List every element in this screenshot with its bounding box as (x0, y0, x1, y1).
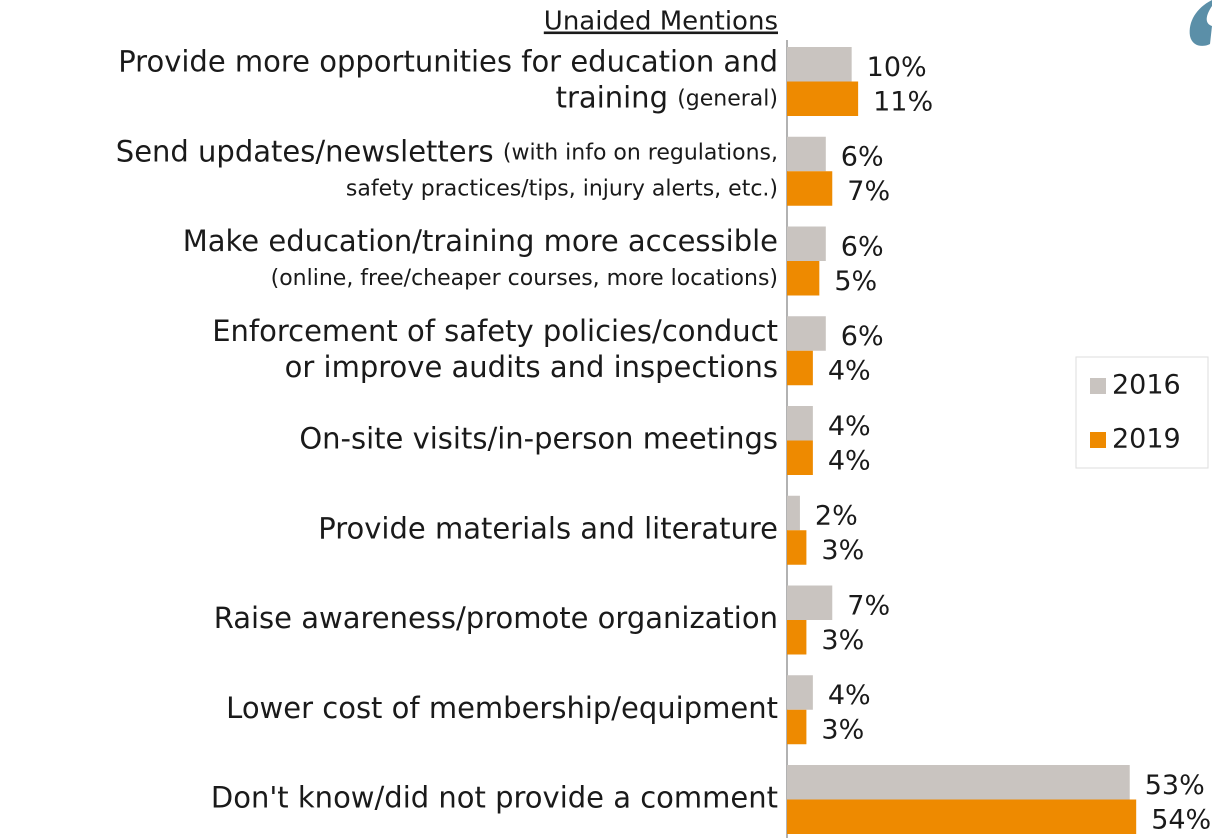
legend-label: 2016 (1112, 370, 1181, 401)
category-label: On-site visits/in-person meetings (299, 422, 778, 456)
bar (787, 171, 833, 206)
value-label: 2% (815, 501, 858, 532)
value-label: 5% (834, 266, 877, 297)
category-label: Make education/training more accessible (183, 224, 778, 258)
category-label: Enforcement of safety policies/conduct (212, 314, 778, 348)
category-label: Provide more opportunities for education… (118, 45, 778, 79)
bar (787, 765, 1130, 800)
value-label: 7% (847, 590, 890, 621)
bar (787, 226, 826, 261)
category-label: Send updates/newsletters (with info on r… (116, 134, 778, 168)
value-label: 4% (828, 445, 871, 476)
value-label: 54% (1151, 804, 1211, 835)
value-label: 3% (821, 715, 864, 746)
bar (787, 261, 820, 296)
bar (787, 406, 813, 441)
bar (787, 136, 826, 172)
bar (787, 675, 813, 710)
bar (787, 799, 1137, 834)
bar (787, 81, 859, 116)
chart-title: Unaided Mentions (544, 7, 778, 37)
value-label: 4% (828, 356, 871, 387)
legend-box (1075, 356, 1209, 469)
value-label: 10% (867, 52, 927, 83)
value-label: 4% (828, 411, 871, 442)
value-label: 6% (841, 142, 884, 173)
category-label: or improve audits and inspections (285, 350, 778, 384)
bar (787, 709, 807, 745)
legend-label: 2019 (1112, 424, 1181, 455)
category-label: Lower cost of membership/equipment (226, 691, 778, 725)
bar (787, 530, 807, 565)
category-label: training (general) (556, 81, 778, 115)
bar (787, 316, 826, 351)
category-label: (online, free/cheaper courses, more loca… (271, 266, 778, 291)
value-label: 11% (873, 86, 933, 117)
bar (787, 440, 813, 475)
value-label: 7% (847, 176, 890, 207)
value-label: 3% (821, 535, 864, 566)
category-label: Raise awareness/promote organization (214, 601, 778, 635)
bar (787, 495, 800, 531)
category-label: safety practices/tips, injury alerts, et… (346, 176, 778, 201)
value-label: 6% (841, 321, 884, 352)
category-label: Don't know/did not provide a comment (211, 781, 778, 815)
bar (787, 620, 807, 655)
legend-swatch (1090, 432, 1106, 448)
category-label: Provide materials and literature (318, 511, 778, 545)
value-label: 6% (841, 231, 884, 262)
value-label: 4% (828, 680, 871, 711)
value-label: 3% (821, 625, 864, 656)
bar (787, 47, 852, 82)
value-label: 53% (1145, 770, 1205, 801)
quote-icon (1189, 0, 1212, 46)
bar (787, 350, 813, 386)
legend-swatch (1090, 378, 1106, 394)
bar (787, 585, 833, 620)
